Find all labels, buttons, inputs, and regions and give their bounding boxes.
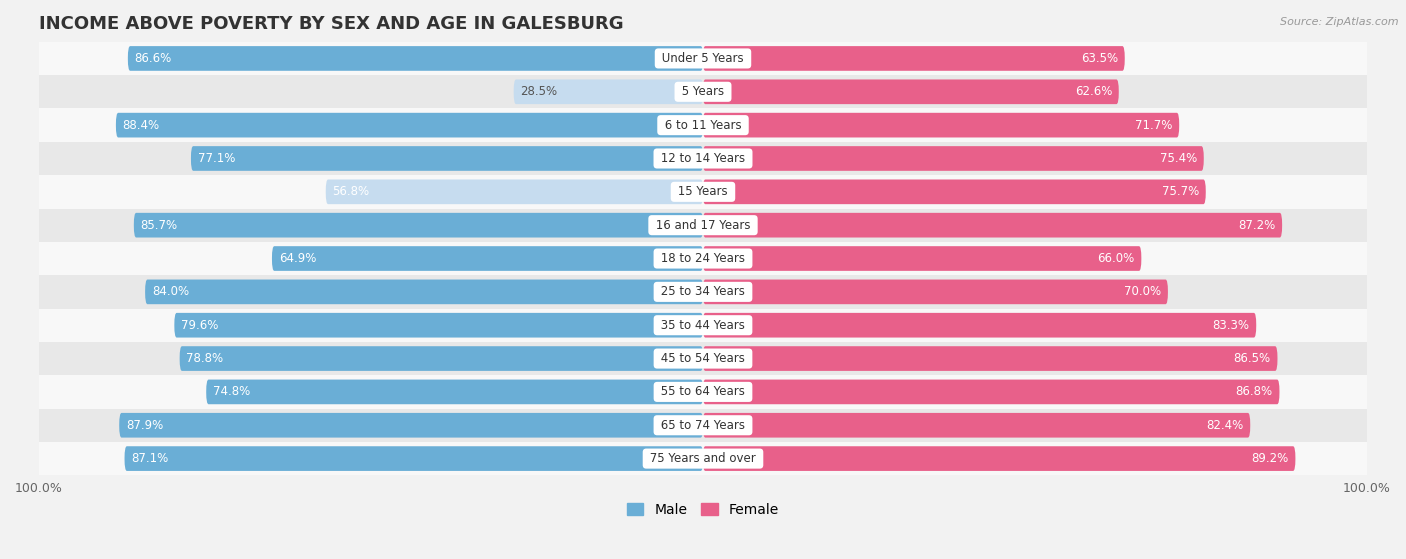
FancyBboxPatch shape <box>703 380 1279 404</box>
Text: 15 Years: 15 Years <box>675 186 731 198</box>
Text: 62.6%: 62.6% <box>1074 86 1112 98</box>
Bar <box>39 342 1367 375</box>
Text: 75.7%: 75.7% <box>1161 186 1199 198</box>
FancyBboxPatch shape <box>703 446 1295 471</box>
FancyBboxPatch shape <box>703 146 1204 171</box>
FancyBboxPatch shape <box>191 146 703 171</box>
FancyBboxPatch shape <box>174 313 703 338</box>
FancyBboxPatch shape <box>703 280 1168 304</box>
FancyBboxPatch shape <box>703 79 1119 104</box>
Text: 79.6%: 79.6% <box>181 319 218 331</box>
FancyBboxPatch shape <box>513 79 703 104</box>
Text: 82.4%: 82.4% <box>1206 419 1243 432</box>
FancyBboxPatch shape <box>115 113 703 138</box>
Text: Source: ZipAtlas.com: Source: ZipAtlas.com <box>1281 17 1399 27</box>
FancyBboxPatch shape <box>703 313 1256 338</box>
Text: 6 to 11 Years: 6 to 11 Years <box>661 119 745 131</box>
Text: 88.4%: 88.4% <box>122 119 160 131</box>
FancyBboxPatch shape <box>271 246 703 271</box>
Text: 74.8%: 74.8% <box>212 385 250 399</box>
Text: 87.1%: 87.1% <box>131 452 169 465</box>
Text: 86.6%: 86.6% <box>135 52 172 65</box>
Text: 75.4%: 75.4% <box>1160 152 1197 165</box>
Text: 65 to 74 Years: 65 to 74 Years <box>657 419 749 432</box>
Bar <box>39 142 1367 175</box>
Text: INCOME ABOVE POVERTY BY SEX AND AGE IN GALESBURG: INCOME ABOVE POVERTY BY SEX AND AGE IN G… <box>39 15 624 33</box>
Bar <box>39 75 1367 108</box>
FancyBboxPatch shape <box>703 346 1278 371</box>
Text: 5 Years: 5 Years <box>678 86 728 98</box>
FancyBboxPatch shape <box>125 446 703 471</box>
FancyBboxPatch shape <box>703 179 1206 204</box>
Text: 63.5%: 63.5% <box>1081 52 1118 65</box>
Bar <box>39 442 1367 475</box>
FancyBboxPatch shape <box>703 213 1282 238</box>
Text: Under 5 Years: Under 5 Years <box>658 52 748 65</box>
Bar <box>39 409 1367 442</box>
FancyBboxPatch shape <box>703 113 1180 138</box>
Text: 86.5%: 86.5% <box>1233 352 1271 365</box>
FancyBboxPatch shape <box>134 213 703 238</box>
FancyBboxPatch shape <box>120 413 703 438</box>
Bar <box>39 275 1367 309</box>
Text: 55 to 64 Years: 55 to 64 Years <box>657 385 749 399</box>
FancyBboxPatch shape <box>207 380 703 404</box>
Text: 56.8%: 56.8% <box>332 186 370 198</box>
Text: 87.2%: 87.2% <box>1239 219 1275 231</box>
Text: 85.7%: 85.7% <box>141 219 177 231</box>
Text: 12 to 14 Years: 12 to 14 Years <box>657 152 749 165</box>
Bar <box>39 309 1367 342</box>
FancyBboxPatch shape <box>326 179 703 204</box>
Text: 16 and 17 Years: 16 and 17 Years <box>652 219 754 231</box>
Text: 45 to 54 Years: 45 to 54 Years <box>657 352 749 365</box>
FancyBboxPatch shape <box>703 246 1142 271</box>
Text: 18 to 24 Years: 18 to 24 Years <box>657 252 749 265</box>
Text: 28.5%: 28.5% <box>520 86 558 98</box>
Text: 87.9%: 87.9% <box>127 419 163 432</box>
Text: 75 Years and over: 75 Years and over <box>647 452 759 465</box>
Text: 70.0%: 70.0% <box>1123 285 1161 299</box>
Bar <box>39 209 1367 242</box>
Text: 64.9%: 64.9% <box>278 252 316 265</box>
Text: 86.8%: 86.8% <box>1236 385 1272 399</box>
Legend: Male, Female: Male, Female <box>621 498 785 523</box>
Bar <box>39 375 1367 409</box>
Text: 66.0%: 66.0% <box>1098 252 1135 265</box>
FancyBboxPatch shape <box>145 280 703 304</box>
FancyBboxPatch shape <box>703 413 1250 438</box>
Text: 78.8%: 78.8% <box>187 352 224 365</box>
Text: 84.0%: 84.0% <box>152 285 188 299</box>
Bar <box>39 175 1367 209</box>
FancyBboxPatch shape <box>128 46 703 71</box>
Text: 35 to 44 Years: 35 to 44 Years <box>657 319 749 331</box>
Bar <box>39 42 1367 75</box>
FancyBboxPatch shape <box>180 346 703 371</box>
Text: 25 to 34 Years: 25 to 34 Years <box>657 285 749 299</box>
Bar <box>39 108 1367 142</box>
FancyBboxPatch shape <box>703 46 1125 71</box>
Text: 71.7%: 71.7% <box>1135 119 1173 131</box>
Text: 77.1%: 77.1% <box>198 152 235 165</box>
Bar <box>39 242 1367 275</box>
Text: 83.3%: 83.3% <box>1212 319 1250 331</box>
Text: 89.2%: 89.2% <box>1251 452 1289 465</box>
